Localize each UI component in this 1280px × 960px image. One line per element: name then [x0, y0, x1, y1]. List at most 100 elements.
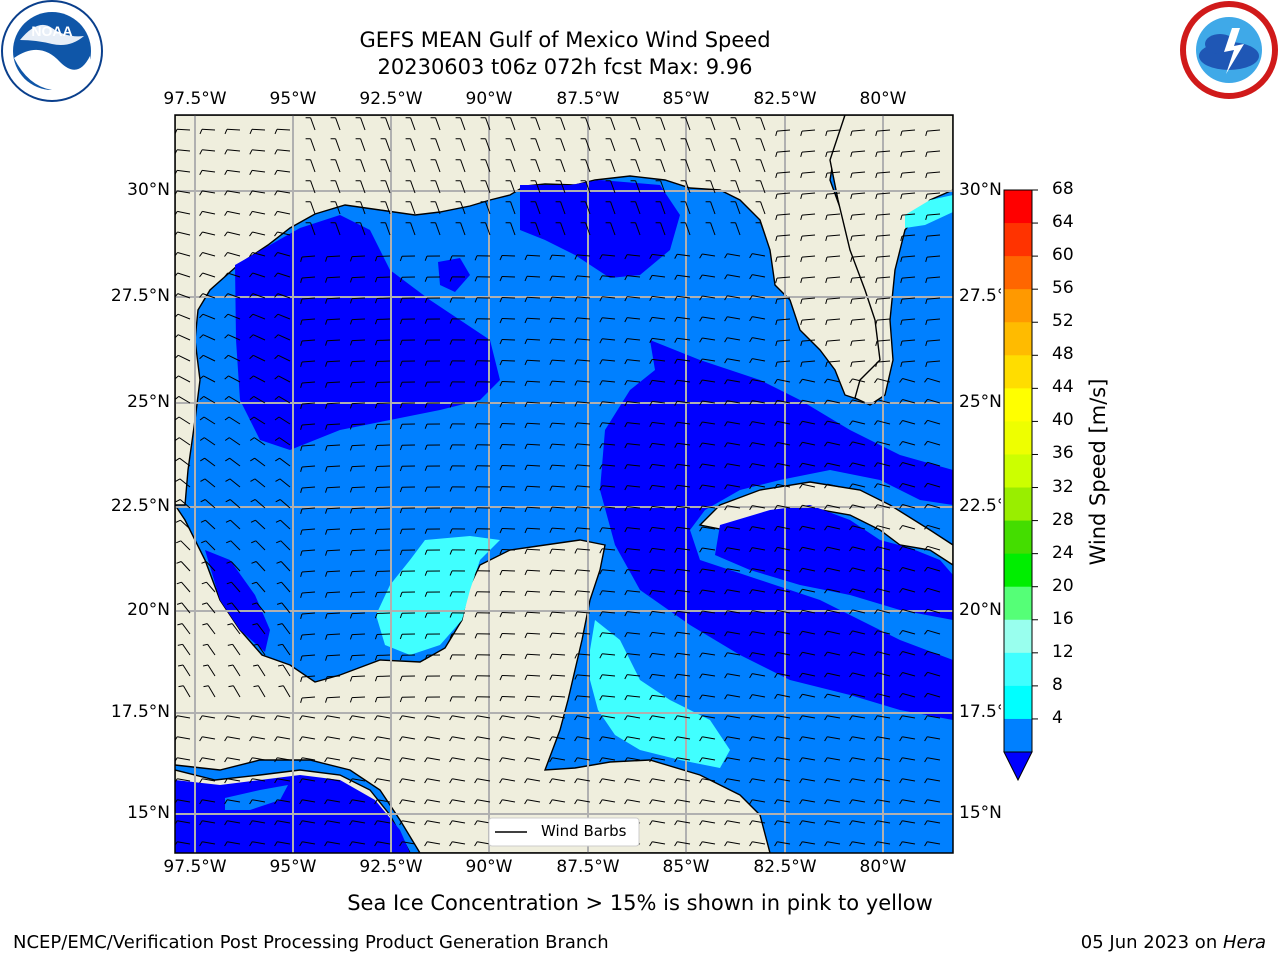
- wind-barb: [652, 253, 666, 257]
- wind-barb: [360, 201, 366, 215]
- wind-barb: [851, 276, 866, 279]
- wind-barb-flag: [199, 252, 203, 257]
- wind-barb-flag: [649, 296, 653, 302]
- wind-barb: [776, 297, 791, 300]
- wind-barb: [877, 441, 891, 446]
- wind-barb-flag: [299, 799, 303, 805]
- wind-barb-flag: [749, 820, 753, 826]
- wind-barb-flag: [775, 340, 778, 347]
- wind-barb: [752, 652, 766, 656]
- wind-barb: [460, 159, 466, 173]
- wind-barb: [702, 337, 716, 341]
- wind-barb-flag: [399, 550, 403, 556]
- wind-barb-flag: [924, 398, 928, 404]
- wind-barb-flag: [325, 340, 328, 346]
- wind-barb-flag: [524, 486, 528, 492]
- wind-barb-flag: [399, 424, 403, 430]
- wind-barbs-legend: [488, 817, 640, 847]
- wind-barb: [660, 138, 666, 152]
- wind-barb: [877, 567, 891, 572]
- wind-barb-flag: [824, 651, 828, 657]
- wind-barb-flag: [374, 550, 378, 556]
- wind-barb: [602, 485, 616, 488]
- wind-barb-flag: [599, 296, 603, 302]
- wind-barb: [255, 540, 266, 551]
- wind-barb: [501, 255, 516, 257]
- wind-barb: [282, 685, 291, 698]
- wind-barb-flag: [850, 361, 853, 368]
- wind-barb: [602, 778, 616, 782]
- wind-barb-flag: [674, 694, 678, 700]
- wind-barb: [852, 420, 866, 425]
- wind-barb: [527, 799, 541, 803]
- wind-barb: [252, 820, 266, 824]
- wind-barb: [727, 421, 741, 425]
- wind-barb-flag: [624, 611, 628, 617]
- wind-barb: [902, 462, 916, 467]
- wind-barb: [301, 633, 316, 636]
- wind-barb-flag: [374, 757, 378, 763]
- colorbar-segment: [1004, 685, 1032, 720]
- wind-barb-flag: [649, 527, 653, 533]
- lon-label-top: 95°W: [269, 89, 317, 109]
- wind-barb: [526, 317, 541, 320]
- wind-barb-flag: [424, 507, 428, 513]
- wind-barb-flag: [549, 632, 553, 638]
- wind-barb: [279, 499, 291, 509]
- wind-barb: [252, 149, 266, 152]
- wind-barb: [876, 213, 891, 216]
- wind-barb: [551, 569, 566, 572]
- wind-barb: [351, 297, 366, 300]
- wind-barb-flag: [200, 478, 206, 482]
- wind-barb-flag: [875, 172, 878, 179]
- lat-label-right: 15°N: [959, 803, 1002, 823]
- wind-barb-flag: [549, 590, 553, 596]
- wind-barb-flag: [399, 445, 403, 451]
- wind-barb-flag: [874, 546, 878, 552]
- wind-barb: [585, 138, 591, 152]
- wind-barb: [877, 630, 891, 635]
- wind-barb: [576, 506, 591, 509]
- wind-barb: [377, 715, 391, 719]
- wind-barb: [376, 339, 391, 341]
- wind-barb: [526, 338, 541, 341]
- wind-barb-flag: [824, 841, 828, 847]
- wind-barb-flag: [674, 568, 678, 574]
- wind-barb-flag: [249, 354, 254, 360]
- wind-barb-flag: [474, 276, 478, 282]
- wind-barb: [752, 379, 766, 383]
- colorbar-tick-label: 44: [1052, 377, 1074, 398]
- wind-barb-flag: [276, 581, 282, 585]
- wind-barb-flag: [724, 484, 728, 490]
- wind-barb-flag: [399, 634, 403, 640]
- wind-barb-flag: [399, 655, 403, 661]
- wind-barb: [352, 715, 366, 719]
- wind-barb: [760, 201, 766, 215]
- wind-barb-flag: [649, 422, 653, 428]
- wind-barb-flag: [549, 422, 553, 428]
- wind-barb-flag: [325, 298, 328, 304]
- wind-barb: [178, 354, 191, 362]
- wind-barb-flag: [549, 401, 553, 407]
- wind-barb-flag: [324, 799, 328, 805]
- wind-barb: [335, 180, 341, 194]
- wind-barb-flag: [424, 654, 428, 660]
- wind-barb: [777, 420, 791, 425]
- wind-barb-flag: [399, 466, 403, 472]
- wind-barb: [376, 591, 391, 593]
- wind-barb-flag: [574, 275, 578, 281]
- wind-barb-flag: [799, 526, 803, 531]
- wind-barb: [177, 252, 191, 257]
- wind-barb: [677, 820, 691, 824]
- wind-barb-flag: [499, 633, 503, 639]
- wind-barb-flag: [624, 380, 628, 386]
- wind-barb-flag: [449, 339, 453, 345]
- wind-barb-flag: [251, 540, 256, 544]
- wind-barb-flag: [499, 507, 503, 513]
- wind-barb-flag: [749, 253, 753, 259]
- wind-barb-flag: [474, 318, 478, 324]
- wind-barb-flag: [300, 550, 303, 556]
- wind-barb-flag: [224, 211, 228, 216]
- wind-barb-flag: [699, 757, 703, 763]
- wind-barb-flag: [674, 316, 678, 322]
